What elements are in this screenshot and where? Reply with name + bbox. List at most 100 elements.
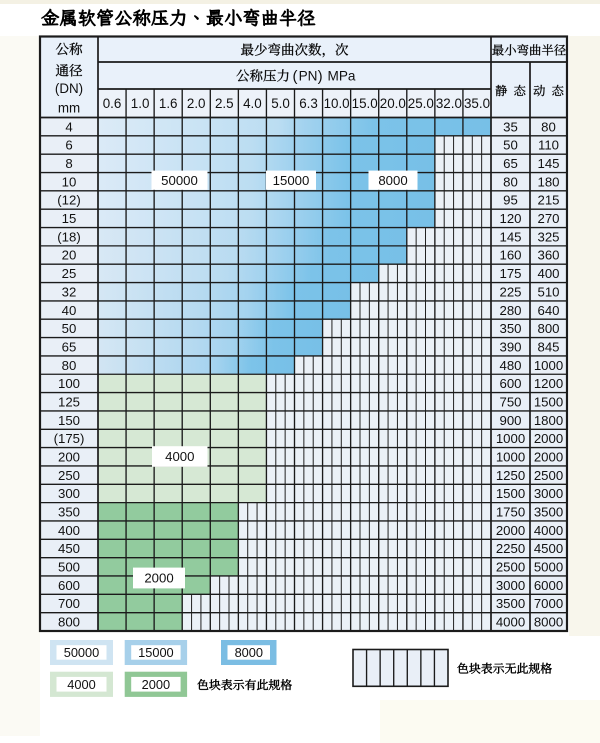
svg-text:25.0: 25.0 [408, 96, 434, 111]
svg-text:10.0: 10.0 [324, 96, 350, 111]
svg-text:145: 145 [499, 229, 521, 244]
svg-text:2000: 2000 [496, 523, 525, 538]
svg-text:3500: 3500 [534, 505, 563, 520]
svg-text:MPa: MPa [328, 69, 356, 84]
svg-text:8000: 8000 [534, 615, 563, 630]
svg-text:5.0: 5.0 [271, 96, 290, 111]
svg-text:150: 150 [58, 413, 80, 428]
svg-text:(: ( [293, 68, 298, 85]
svg-text:145: 145 [537, 156, 559, 171]
svg-text:8000: 8000 [235, 645, 263, 660]
svg-text:(DN): (DN) [55, 81, 83, 96]
svg-text:200: 200 [58, 450, 80, 465]
svg-text:400: 400 [537, 266, 559, 281]
svg-text:(12): (12) [57, 193, 80, 208]
svg-text:450: 450 [58, 541, 80, 556]
svg-text:10: 10 [62, 174, 77, 189]
svg-text:4.0: 4.0 [243, 96, 262, 111]
svg-text:PN: PN [299, 69, 318, 84]
svg-text:1000: 1000 [496, 450, 525, 465]
svg-text:4000: 4000 [165, 449, 194, 464]
svg-text:2500: 2500 [496, 560, 525, 575]
svg-text:20.0: 20.0 [380, 96, 406, 111]
svg-text:(18): (18) [57, 229, 80, 244]
svg-text:100: 100 [58, 376, 80, 391]
svg-text:80: 80 [541, 119, 556, 134]
svg-text:1.0: 1.0 [131, 96, 150, 111]
svg-text:640: 640 [537, 303, 559, 318]
svg-text:6.3: 6.3 [299, 96, 318, 111]
svg-text:325: 325 [537, 229, 559, 244]
svg-text:40: 40 [62, 303, 77, 318]
svg-text:15.0: 15.0 [352, 96, 378, 111]
svg-text:900: 900 [499, 413, 521, 428]
svg-text:): ) [318, 68, 323, 85]
svg-text:2000: 2000 [142, 677, 170, 692]
svg-text:1000: 1000 [534, 358, 563, 373]
svg-text:15000: 15000 [273, 173, 310, 188]
svg-text:mm: mm [58, 100, 80, 115]
svg-text:2.0: 2.0 [187, 96, 206, 111]
svg-text:2500: 2500 [534, 468, 563, 483]
svg-text:400: 400 [58, 523, 80, 538]
svg-text:65: 65 [503, 156, 518, 171]
svg-text:80: 80 [503, 174, 518, 189]
svg-text:8000: 8000 [378, 173, 407, 188]
svg-text:2250: 2250 [496, 541, 525, 556]
svg-text:160: 160 [499, 248, 521, 263]
svg-text:500: 500 [58, 560, 80, 575]
svg-text:215: 215 [537, 193, 559, 208]
svg-text:3000: 3000 [534, 486, 563, 501]
svg-text:20: 20 [62, 248, 77, 263]
svg-text:4000: 4000 [534, 523, 563, 538]
svg-text:800: 800 [58, 615, 80, 630]
svg-text:2000: 2000 [534, 431, 563, 446]
svg-text:845: 845 [537, 339, 559, 354]
svg-text:3000: 3000 [496, 578, 525, 593]
svg-text:15: 15 [62, 211, 77, 226]
svg-text:50000: 50000 [161, 173, 198, 188]
svg-text:125: 125 [58, 395, 80, 410]
svg-text:700: 700 [58, 596, 80, 611]
svg-text:600: 600 [58, 578, 80, 593]
svg-text:35.0: 35.0 [464, 96, 490, 111]
svg-text:390: 390 [499, 339, 521, 354]
svg-text:480: 480 [499, 358, 521, 373]
svg-text:1500: 1500 [534, 395, 563, 410]
svg-text:7000: 7000 [534, 596, 563, 611]
svg-text:35: 35 [503, 119, 518, 134]
svg-text:5000: 5000 [534, 560, 563, 575]
svg-text:95: 95 [503, 193, 518, 208]
svg-text:(175): (175) [54, 431, 85, 446]
svg-text:180: 180 [537, 174, 559, 189]
svg-text:360: 360 [537, 248, 559, 263]
svg-text:3500: 3500 [496, 596, 525, 611]
svg-text:175: 175 [499, 266, 521, 281]
svg-text:2000: 2000 [144, 571, 173, 586]
svg-text:4: 4 [65, 119, 72, 134]
svg-text:1500: 1500 [496, 486, 525, 501]
svg-text:120: 120 [499, 211, 521, 226]
svg-text:300: 300 [58, 486, 80, 501]
svg-text:350: 350 [58, 505, 80, 520]
svg-text:4000: 4000 [67, 677, 95, 692]
svg-text:1250: 1250 [496, 468, 525, 483]
svg-text:350: 350 [499, 321, 521, 336]
svg-text:1000: 1000 [496, 431, 525, 446]
svg-text:800: 800 [537, 321, 559, 336]
svg-text:6000: 6000 [534, 578, 563, 593]
svg-text:50000: 50000 [64, 645, 100, 660]
svg-text:1800: 1800 [534, 413, 563, 428]
svg-text:750: 750 [499, 395, 521, 410]
svg-text:32: 32 [62, 284, 77, 299]
svg-text:270: 270 [537, 211, 559, 226]
svg-text:8: 8 [65, 156, 72, 171]
svg-text:1200: 1200 [534, 376, 563, 391]
svg-text:225: 225 [499, 284, 521, 299]
svg-text:80: 80 [62, 358, 77, 373]
svg-text:25: 25 [62, 266, 77, 281]
svg-text:510: 510 [537, 284, 559, 299]
svg-text:1.6: 1.6 [159, 96, 178, 111]
svg-text:280: 280 [499, 303, 521, 318]
svg-text:250: 250 [58, 468, 80, 483]
